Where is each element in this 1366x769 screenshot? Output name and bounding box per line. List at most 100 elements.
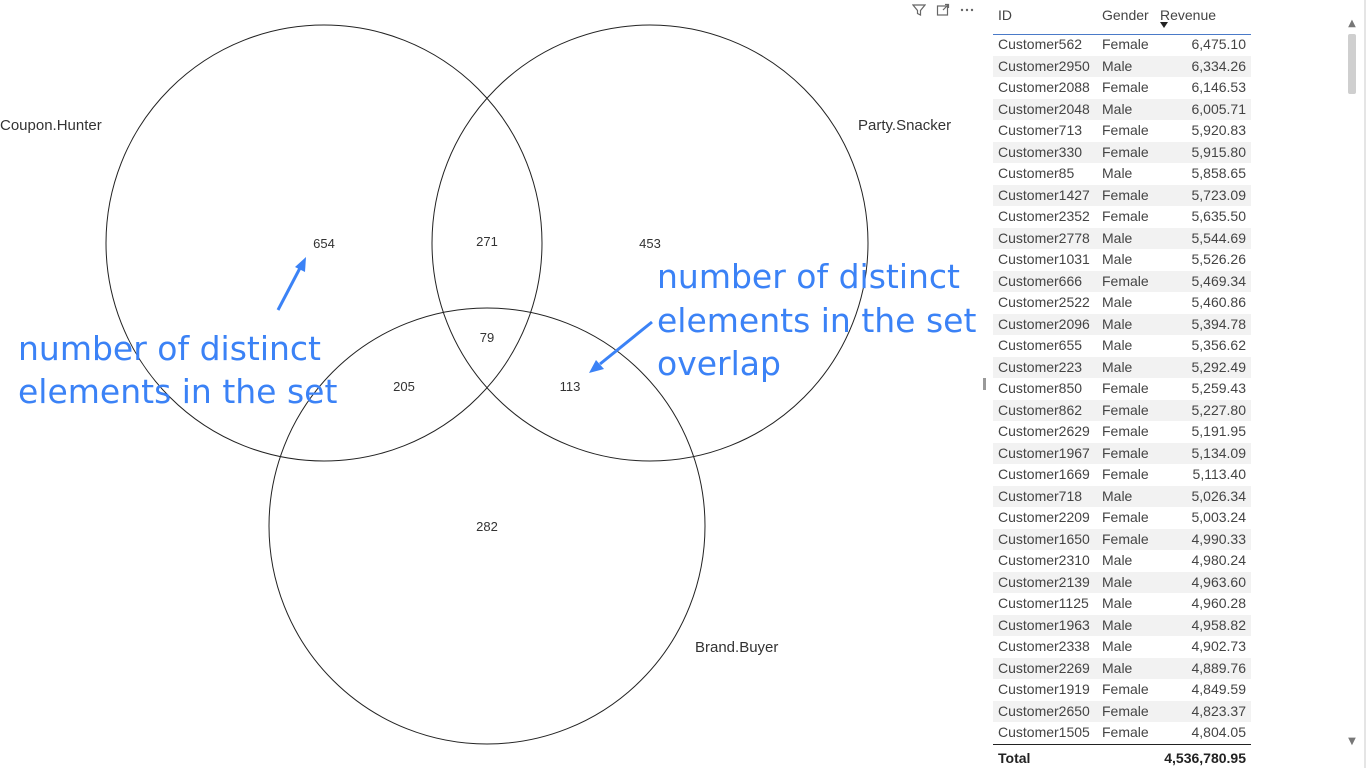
table-row[interactable]: Customer2522 Male 5,460.86: [993, 292, 1251, 314]
revenue-cell: 5,394.78: [1191, 315, 1247, 332]
id-cell: Customer2310: [998, 552, 1090, 568]
gender-cell: Female: [1102, 380, 1149, 396]
revenue-cell: 5,292.49: [1191, 358, 1247, 375]
gender-cell: Female: [1102, 401, 1149, 418]
gender-cell: Male: [1102, 573, 1133, 590]
table-row[interactable]: Customer2310 Male 4,980.24: [993, 550, 1251, 572]
gender-cell: Female: [1102, 36, 1149, 52]
table-row[interactable]: Customer2629 Female 5,191.95: [993, 421, 1251, 443]
table-row[interactable]: Customer1650 Female 4,990.33: [993, 528, 1251, 550]
table-body: Customer562 Female 6,475.10 Customer2950 Mal…: [993, 34, 1251, 744]
scroll-down-icon[interactable]: ▼: [1348, 736, 1356, 747]
venn-diagram: Coupon.Hunter Party.Snacker Brand.Buyer …: [0, 24, 976, 745]
id-cell: Customer666: [998, 272, 1083, 289]
table-row[interactable]: Customer850 Female 5,259.43: [993, 378, 1251, 400]
revenue-cell: 5,113.40: [1192, 466, 1246, 482]
gender-cell: Male: [1102, 616, 1133, 633]
table-row[interactable]: Customer2650 Female 4,823.37: [993, 700, 1251, 722]
filter-icon[interactable]: [911, 2, 927, 18]
table-row[interactable]: Customer1427 Female 5,723.09: [993, 184, 1251, 206]
id-cell: Customer655: [998, 337, 1083, 353]
table-row[interactable]: Customer655 Male 5,356.62: [993, 335, 1251, 357]
revenue-cell: 5,858.65: [1191, 165, 1247, 181]
table-total-row: Total 4,536,780.95: [993, 744, 1251, 769]
revenue-cell: 6,146.53: [1191, 79, 1247, 95]
table-row[interactable]: Customer1963 Male 4,958.82: [993, 614, 1251, 636]
id-cell: Customer2950: [998, 57, 1090, 74]
table-row[interactable]: Customer562 Female 6,475.10: [993, 34, 1251, 56]
set-annotation-line-1: number of distinct: [18, 329, 321, 368]
coupon-hunter-circle: [105, 24, 543, 462]
column-header-id[interactable]: ID: [998, 7, 1012, 23]
table-row[interactable]: Customer1919 Female 4,849.59: [993, 679, 1251, 701]
page-edge-divider: [1364, 0, 1366, 768]
table-row[interactable]: Customer2338 Male 4,902.73: [993, 636, 1251, 658]
table-row[interactable]: Customer1505 Female 4,804.05: [993, 722, 1251, 744]
table-row[interactable]: Customer223 Male 5,292.49: [993, 356, 1251, 378]
id-cell: Customer862: [998, 401, 1083, 418]
table-row[interactable]: Customer666 Female 5,469.34: [993, 270, 1251, 292]
gender-cell: Male: [1102, 294, 1133, 310]
table-row[interactable]: Customer2088 Female 6,146.53: [993, 77, 1251, 99]
revenue-cell: 5,723.09: [1191, 186, 1247, 203]
table-row[interactable]: Customer2048 Male 6,005.71: [993, 98, 1251, 120]
column-header-gender[interactable]: Gender: [1102, 7, 1149, 23]
table-row[interactable]: Customer2352 Female 5,635.50: [993, 206, 1251, 228]
table-row[interactable]: Customer2269 Male 4,889.76: [993, 657, 1251, 679]
gender-cell: Female: [1102, 530, 1149, 547]
table-row[interactable]: Customer862 Female 5,227.80: [993, 399, 1251, 421]
id-cell: Customer850: [998, 380, 1083, 396]
revenue-cell: 5,635.50: [1191, 208, 1247, 224]
id-cell: Customer718: [998, 487, 1083, 504]
gender-cell: Female: [1102, 208, 1149, 224]
table-row[interactable]: Customer2209 Female 5,003.24: [993, 507, 1251, 529]
more-options-icon[interactable]: [959, 2, 975, 18]
id-cell: Customer2778: [998, 229, 1090, 246]
count-coupon-only: 654: [313, 236, 335, 251]
revenue-cell: 5,544.69: [1191, 229, 1247, 246]
gender-cell: Female: [1102, 702, 1149, 719]
revenue-cell: 5,356.62: [1191, 337, 1247, 353]
count-coupon-party: 271: [476, 234, 498, 249]
table-row[interactable]: Customer2096 Male 5,394.78: [993, 313, 1251, 335]
gender-cell: Female: [1102, 444, 1149, 461]
table-row[interactable]: Customer2139 Male 4,963.60: [993, 571, 1251, 593]
table-row[interactable]: Customer713 Female 5,920.83: [993, 120, 1251, 142]
sort-descending-icon: [1160, 22, 1168, 28]
table-row[interactable]: Customer330 Female 5,915.80: [993, 141, 1251, 163]
table-row[interactable]: Customer718 Male 5,026.34: [993, 485, 1251, 507]
id-cell: Customer330: [998, 143, 1083, 160]
table-vertical-scrollbar[interactable]: ▲ ▼: [1346, 18, 1358, 748]
table-row[interactable]: Customer2950 Male 6,334.26: [993, 55, 1251, 77]
revenue-cell: 5,227.80: [1191, 401, 1247, 418]
overlap-annotation-arrow: [589, 320, 653, 373]
column-header-revenue[interactable]: Revenue: [1160, 7, 1217, 23]
scrollbar-thumb[interactable]: [1348, 34, 1356, 94]
table-row[interactable]: Customer1125 Male 4,960.28: [993, 593, 1251, 615]
gender-cell: Male: [1102, 358, 1133, 375]
count-brand-only: 282: [476, 519, 498, 534]
visual-resize-handle[interactable]: [983, 378, 986, 390]
focus-mode-icon[interactable]: [935, 2, 951, 18]
table-row[interactable]: Customer1967 Female 5,134.09: [993, 442, 1251, 464]
scroll-up-icon[interactable]: ▲: [1348, 18, 1356, 29]
id-cell: Customer1650: [998, 530, 1090, 547]
id-cell: Customer2352: [998, 208, 1090, 224]
table-row[interactable]: Customer1031 Male 5,526.26: [993, 249, 1251, 271]
set-label-party-snacker: Party.Snacker: [858, 117, 951, 134]
revenue-cell: 5,134.09: [1191, 444, 1247, 461]
gender-cell: Female: [1102, 724, 1149, 740]
table-header: ID Gender Revenue: [993, 0, 1251, 35]
table-row[interactable]: Customer1669 Female 5,113.40: [993, 464, 1251, 486]
id-cell: Customer1963: [998, 616, 1090, 633]
revenue-cell: 5,915.80: [1191, 143, 1247, 160]
revenue-cell: 4,980.24: [1191, 552, 1247, 568]
revenue-cell: 5,003.24: [1191, 509, 1247, 525]
table-row[interactable]: Customer85 Male 5,858.65: [993, 163, 1251, 185]
gender-cell: Female: [1102, 122, 1149, 138]
table-row[interactable]: Customer2778 Male 5,544.69: [993, 227, 1251, 249]
gender-cell: Male: [1102, 315, 1133, 332]
revenue-cell: 4,889.76: [1191, 659, 1247, 676]
id-cell: Customer2209: [998, 509, 1090, 525]
venn-diagram-visual[interactable]: Coupon.Hunter Party.Snacker Brand.Buyer …: [0, 0, 985, 768]
